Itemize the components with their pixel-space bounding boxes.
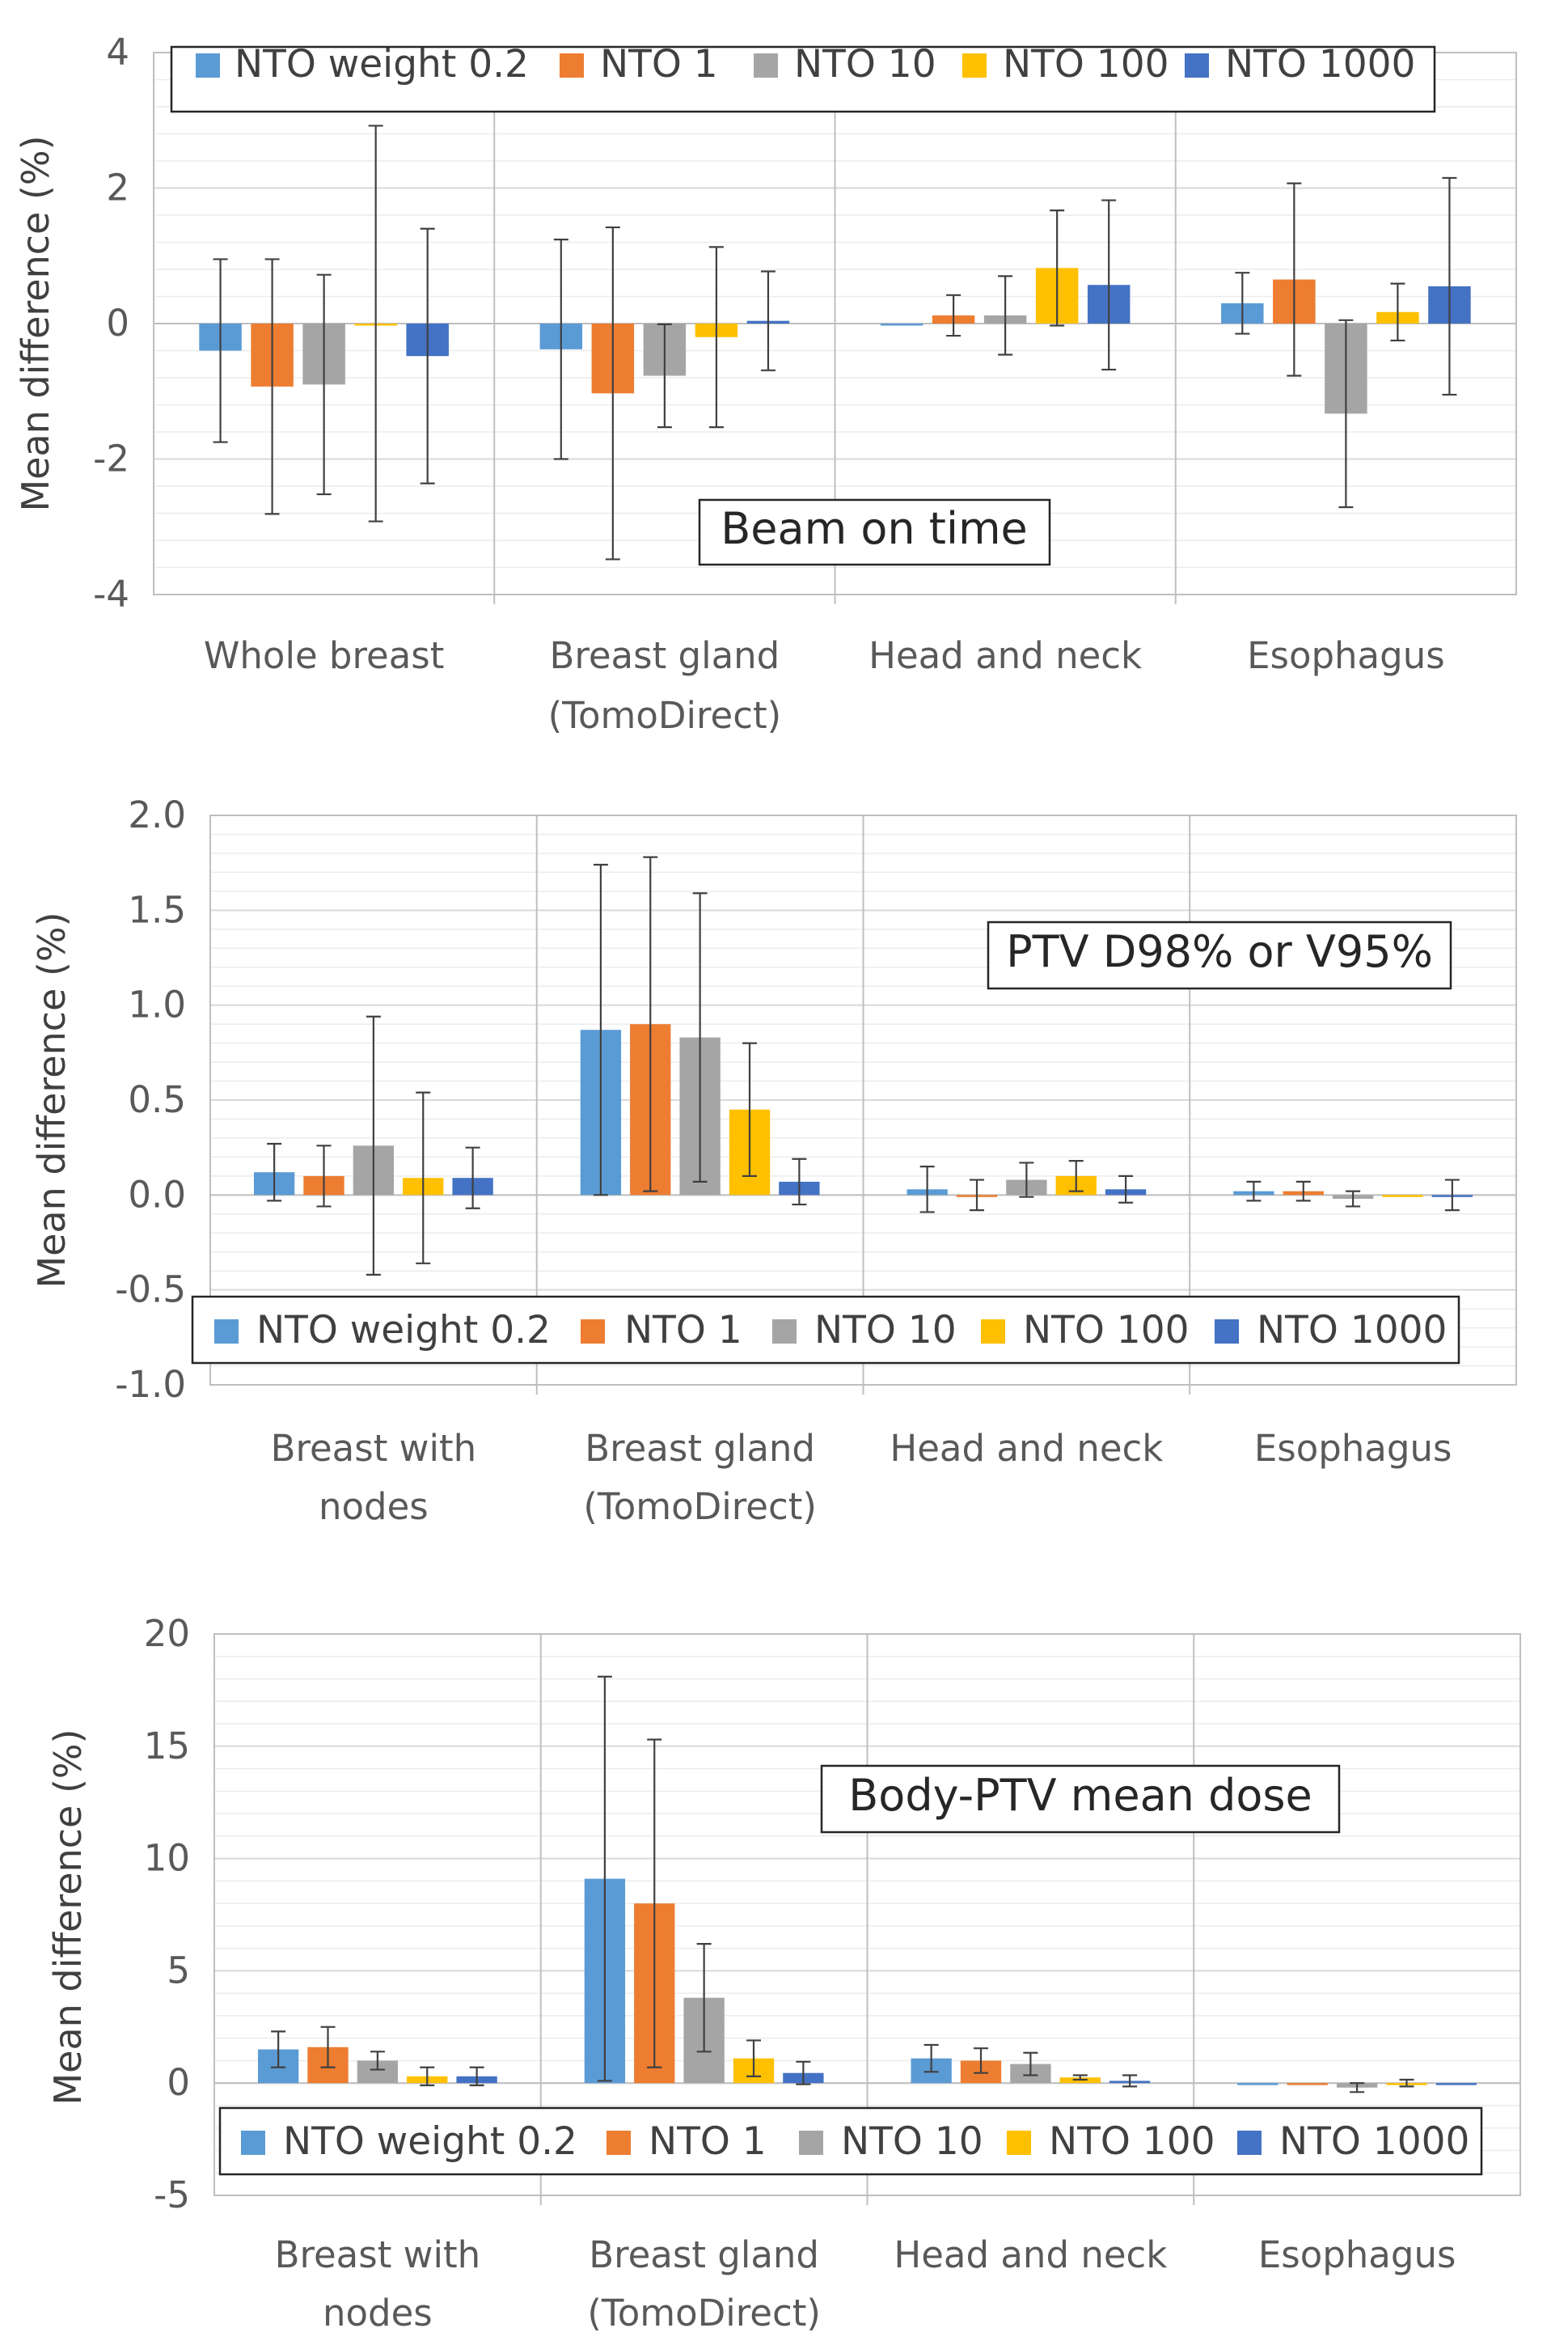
legend-label: NTO 1000 <box>1279 2119 1469 2164</box>
chart-3: 20 15 10 5 0 -5 Breast with nodes Breast gland (T… <box>46 1612 1521 2334</box>
category-label: (TomoDirect) <box>548 694 782 737</box>
legend-label: NTO 100 <box>1003 42 1169 87</box>
legend-swatch <box>560 53 584 78</box>
y-tick-label: -1.0 <box>115 1363 186 1406</box>
legend-swatch <box>1237 2131 1262 2155</box>
y-tick-label: 0.5 <box>128 1078 186 1121</box>
category-label: Breast gland <box>589 2233 819 2276</box>
legend-label: NTO 1000 <box>1257 1308 1447 1352</box>
legend-label: NTO 1 <box>600 42 718 87</box>
bar[interactable] <box>1237 2083 1278 2085</box>
bar[interactable] <box>1435 2083 1477 2085</box>
chart-2: 2.0 1.5 1.0 0.5 0.0 -0.5 -1.0 Breast with nodes B… <box>30 794 1517 1528</box>
legend-swatch <box>1215 1319 1239 1344</box>
category-label: Esophagus <box>1247 634 1445 677</box>
y-tick-label: 0.0 <box>128 1173 186 1216</box>
legend-swatch <box>214 1319 239 1344</box>
category-label: Breast with <box>271 1427 477 1470</box>
bar[interactable] <box>1382 1195 1423 1197</box>
legend-label: NTO 10 <box>794 42 936 87</box>
legend-swatch <box>962 53 987 78</box>
y-tick-label: 0 <box>106 302 129 345</box>
legend-label: NTO 1000 <box>1225 42 1415 87</box>
legend-box <box>218 2106 1483 2176</box>
legend-swatch <box>799 2131 823 2155</box>
category-label: nodes <box>319 1485 429 1528</box>
legend-box <box>191 1295 1460 1365</box>
y-axis-label: Mean difference (%) <box>14 135 57 511</box>
category-label: Head and neck <box>890 1427 1163 1470</box>
y-tick-label: 2 <box>106 167 129 210</box>
y-tick-label: 5 <box>167 1949 190 1992</box>
category-label: Esophagus <box>1254 1427 1452 1470</box>
y-tick-label: 15 <box>144 1725 190 1767</box>
category-label: Head and neck <box>869 634 1142 677</box>
legend-label: NTO weight 0.2 <box>235 42 529 87</box>
y-tick-label: 0 <box>167 2061 190 2104</box>
category-label: (TomoDirect) <box>583 1485 817 1528</box>
y-tick-label: 1.0 <box>128 984 186 1026</box>
y-tick-label: -0.5 <box>115 1268 186 1311</box>
legend-box <box>170 45 1436 113</box>
legend-label: NTO 100 <box>1023 1308 1190 1352</box>
legend-swatch <box>606 2131 631 2155</box>
legend-swatch <box>772 1319 797 1344</box>
category-label: nodes <box>323 2292 433 2334</box>
chart-title-box <box>820 1764 1341 1834</box>
y-tick-label: 4 <box>106 31 129 74</box>
y-tick-label: 10 <box>144 1837 190 1880</box>
legend-label: NTO weight 0.2 <box>256 1308 551 1352</box>
chart-title-box <box>698 498 1051 566</box>
legend-swatch <box>581 1319 605 1344</box>
legend-swatch <box>241 2131 265 2155</box>
category-label: Whole breast <box>204 634 444 677</box>
legend: NTO weight 0.2 NTO 1 NTO 10 NTO 100 NTO 1000 <box>218 2106 1483 2176</box>
category-label: Breast with <box>275 2233 481 2276</box>
legend: NTO weight 0.2 NTO 1 NTO 10 NTO 100 NTO 1000 <box>170 42 1436 113</box>
chart-title: Beam on time <box>721 503 1028 554</box>
chart-title: Body-PTV mean dose <box>848 1770 1312 1821</box>
legend-swatch <box>981 1319 1005 1344</box>
category-label: Breast gland <box>549 634 780 677</box>
y-axis-label: Mean difference (%) <box>46 1729 90 2105</box>
legend-label: NTO weight 0.2 <box>283 2119 577 2164</box>
y-axis-label: Mean difference (%) <box>30 912 74 1288</box>
legend-swatch <box>754 53 778 78</box>
bar[interactable] <box>880 324 923 326</box>
legend-swatch <box>1185 53 1209 78</box>
y-tick-label: -4 <box>93 573 129 616</box>
chart-title: PTV D98% or V95% <box>1006 926 1433 977</box>
y-tick-label: 1.5 <box>128 888 186 931</box>
category-label: Head and neck <box>894 2233 1167 2276</box>
category-label: Esophagus <box>1258 2233 1456 2276</box>
y-tick-label: -2 <box>93 438 129 480</box>
legend-label: NTO 10 <box>841 2119 983 2164</box>
legend-swatch <box>196 53 220 78</box>
chart-1: 4 2 0 -2 -4 Whole breast Breast gland (TomoDire… <box>14 31 1517 737</box>
legend-swatch <box>1007 2131 1031 2155</box>
y-tick-label: 2.0 <box>128 794 186 836</box>
legend-label: NTO 1 <box>624 1308 742 1352</box>
legend-label: NTO 100 <box>1049 2119 1215 2164</box>
y-tick-label: -5 <box>154 2174 190 2216</box>
bar[interactable] <box>1287 2083 1328 2085</box>
y-tick-label: 20 <box>144 1612 190 1655</box>
legend-label: NTO 1 <box>649 2119 767 2164</box>
category-label: (TomoDirect) <box>587 2292 821 2334</box>
category-label: Breast gland <box>585 1427 815 1470</box>
legend-label: NTO 10 <box>814 1308 957 1352</box>
chart-title-box <box>987 921 1452 990</box>
legend: NTO weight 0.2 NTO 1 NTO 10 NTO 100 NTO 1000 <box>191 1295 1460 1365</box>
